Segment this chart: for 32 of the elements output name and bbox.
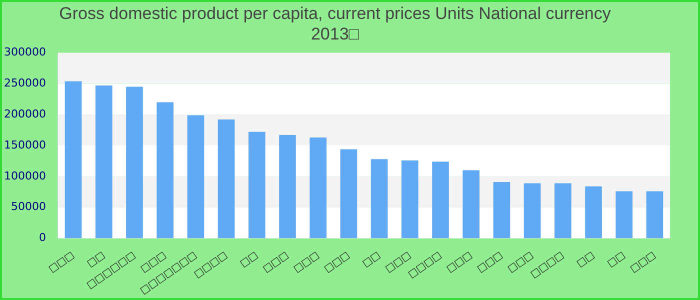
bar (95, 86, 112, 238)
y-tick-label: 0 (38, 231, 46, 244)
x-tick-label: □□ (238, 250, 260, 270)
bar (370, 159, 388, 238)
y-tick-label: 200000 (4, 107, 46, 120)
bar (646, 191, 664, 238)
bar (554, 183, 572, 238)
bar (218, 120, 235, 238)
bar (616, 191, 633, 238)
y-tick-label: 150000 (4, 138, 46, 152)
bar (248, 132, 266, 238)
x-tick-label: □□ (574, 250, 597, 270)
bar (187, 115, 204, 238)
bar (279, 135, 296, 238)
bar (310, 137, 327, 238)
bar (493, 182, 510, 238)
x-tick-label: □□ (360, 250, 383, 270)
bar (401, 160, 418, 238)
bar (64, 81, 82, 238)
bar (462, 170, 480, 238)
y-tick-label: 300000 (4, 46, 46, 59)
bar (156, 102, 174, 238)
bar (432, 162, 449, 238)
chart-title: Gross domestic product per capita, current prices Units National currency 2013□ (59, 4, 612, 44)
bar (524, 183, 541, 238)
bar (340, 149, 358, 238)
x-tick-label: □□ (606, 250, 628, 270)
y-tick-label: 50000 (10, 200, 46, 214)
y-tick-label: 100000 (4, 169, 46, 182)
bar (126, 86, 143, 238)
y-tick-label: 250000 (4, 76, 46, 90)
bar (585, 186, 602, 238)
